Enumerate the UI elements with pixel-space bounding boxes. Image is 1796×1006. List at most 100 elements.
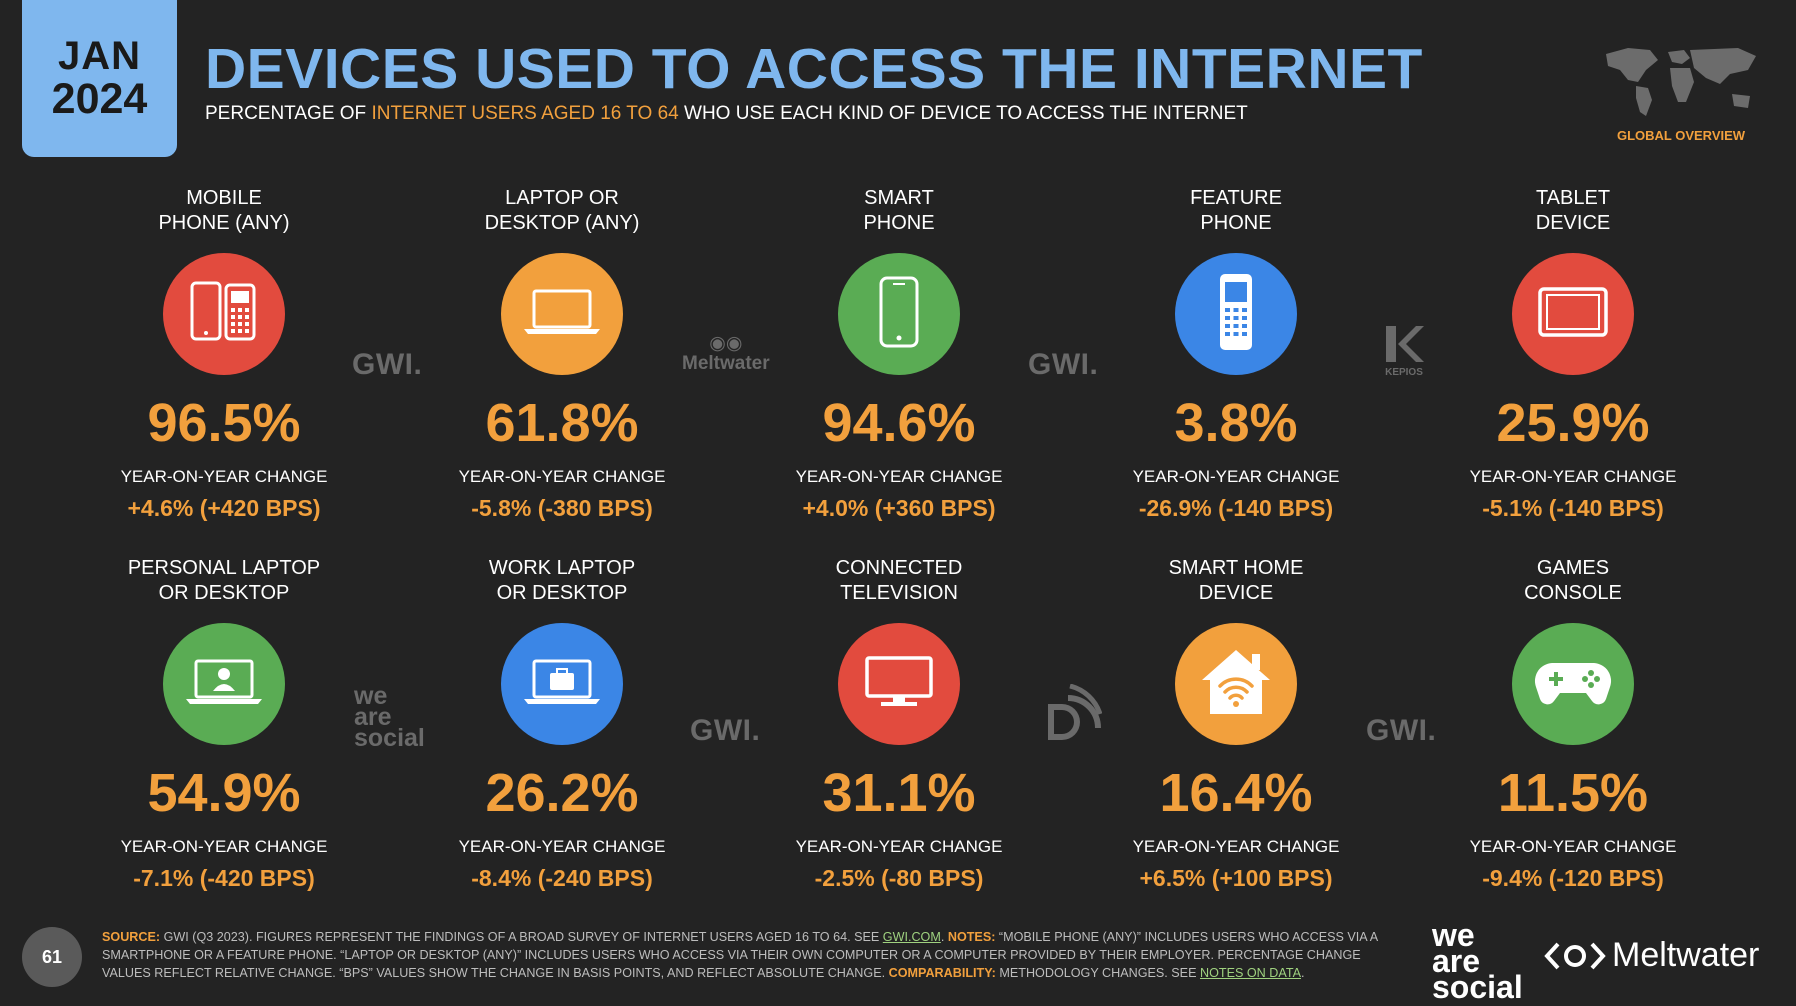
device-percentage: 61.8%	[485, 393, 639, 453]
datareportal-watermark-icon	[1048, 684, 1102, 740]
device-label: MOBILE PHONE (ANY)	[158, 187, 290, 234]
subtitle-post: WHO USE EACH KIND OF DEVICE TO ACCESS TH…	[684, 103, 1248, 124]
yoy-change: -7.1% (-420 BPS)	[133, 865, 315, 891]
device-percentage: 54.9%	[147, 763, 301, 823]
device-icon-circle	[838, 623, 960, 745]
comparability-text: METHODOLOGY CHANGES. SEE	[999, 966, 1197, 980]
page-title: DEVICES USED TO ACCESS THE INTERNET	[205, 37, 1423, 101]
device-percentage: 94.6%	[822, 393, 976, 453]
yoy-change: +4.0% (+360 BPS)	[802, 495, 996, 521]
device-card: PERSONAL LAPTOP OR DESKTOP 54.9% YEAR-ON-Y…	[74, 554, 374, 892]
device-label: WORK LAPTOP OR DESKTOP	[488, 557, 636, 604]
was-watermark-we: we	[354, 682, 388, 710]
meltwater-watermark-text: Meltwater	[682, 353, 770, 374]
source-notes: SOURCE: GWI (Q3 2023). FIGURES REPRESENT…	[102, 930, 1378, 980]
laptop-icon	[522, 287, 602, 342]
personal-laptop-icon	[184, 657, 264, 712]
meltwater-watermark-icon: ◉◉	[709, 333, 743, 354]
device-percentage: 16.4%	[1159, 763, 1313, 823]
device-percentage: 96.5%	[147, 393, 301, 453]
device-icon-circle	[838, 253, 960, 375]
device-percentage: 31.1%	[822, 763, 976, 823]
global-overview-label: GLOBAL OVERVIEW	[1616, 128, 1746, 143]
device-card: TABLET DEVICE 25.9% YEAR-ON-YEAR CHANGE -5.…	[1423, 184, 1723, 522]
device-icon-circle	[501, 623, 623, 745]
yoy-change: -5.8% (-380 BPS)	[471, 495, 653, 521]
smart-home-icon	[1198, 646, 1274, 723]
date-year: 2024	[51, 75, 148, 123]
yoy-label: YEAR-ON-YEAR CHANGE	[458, 467, 666, 486]
yoy-label: YEAR-ON-YEAR CHANGE	[120, 467, 328, 486]
yoy-label: YEAR-ON-YEAR CHANGE	[120, 837, 328, 856]
meltwater-logo-text: Meltwater	[1612, 936, 1760, 974]
page-number: 61	[22, 927, 82, 987]
device-label: SMART HOME DEVICE	[1168, 557, 1304, 604]
notes-key: NOTES:	[947, 930, 996, 944]
yoy-change: -5.1% (-140 BPS)	[1482, 495, 1664, 521]
world-map-icon	[1606, 48, 1756, 116]
gwi-watermark: GWI.	[1366, 714, 1437, 747]
source-link[interactable]: GWI.COM	[882, 930, 941, 944]
tablet-icon	[1537, 286, 1609, 343]
device-card: SMART PHONE 94.6% YEAR-ON-YEAR CHANGE +4.0%…	[749, 184, 1049, 522]
was-watermark-are: are	[354, 703, 392, 731]
device-label: CONNECTED TELEVISION	[835, 557, 963, 604]
yoy-change: -2.5% (-80 BPS)	[814, 865, 984, 891]
meltwater-logo: Meltwater	[1544, 936, 1759, 975]
comparability-key: COMPARABILITY:	[888, 966, 996, 980]
device-percentage: 26.2%	[485, 763, 639, 823]
device-percentage: 3.8%	[1174, 393, 1298, 453]
yoy-label: YEAR-ON-YEAR CHANGE	[1132, 467, 1340, 486]
subtitle-highlight: INTERNET USERS AGED 16 TO 64	[371, 103, 679, 124]
was-watermark-social: social	[354, 724, 425, 752]
device-card: LAPTOP OR DESKTOP (ANY) 61.8% YEAR-ON-YEAR…	[412, 184, 712, 522]
we-are-social-logo: we are social	[1432, 917, 1523, 1005]
yoy-label: YEAR-ON-YEAR CHANGE	[795, 467, 1003, 486]
device-icon-circle	[1175, 253, 1297, 375]
work-laptop-icon	[522, 657, 602, 712]
notes-on-data-link[interactable]: NOTES ON DATA	[1199, 966, 1301, 980]
yoy-label: YEAR-ON-YEAR CHANGE	[1469, 837, 1677, 856]
device-label: PERSONAL LAPTOP OR DESKTOP	[127, 557, 321, 604]
yoy-label: YEAR-ON-YEAR CHANGE	[1132, 837, 1340, 856]
kepios-logo-icon	[1386, 326, 1424, 362]
yoy-label: YEAR-ON-YEAR CHANGE	[1469, 467, 1677, 486]
device-icon-circle	[1512, 253, 1634, 375]
we-are-social-watermark: we are social	[354, 682, 425, 752]
meltwater-logo-icon	[1544, 942, 1606, 969]
device-icon-circle	[163, 623, 285, 745]
was-logo-are: are	[1432, 943, 1481, 979]
kepios-watermark: KEPIOS	[1382, 324, 1426, 378]
page-subtitle: PERCENTAGE OF INTERNET USERS AGED 16 TO …	[205, 103, 1248, 125]
device-label: FEATURE PHONE	[1190, 187, 1282, 234]
yoy-change: -26.9% (-140 BPS)	[1138, 495, 1334, 521]
source-key: SOURCE:	[102, 930, 161, 944]
date-month: JAN	[57, 34, 142, 78]
device-label: LAPTOP OR DESKTOP (ANY)	[484, 187, 640, 234]
device-card: MOBILE PHONE (ANY) 96.5% YEAR-ON-YEAR CHAN…	[74, 184, 374, 522]
feature-phone-icon	[1216, 272, 1256, 357]
device-percentage: 11.5%	[1497, 763, 1649, 823]
gwi-watermark: GWI.	[690, 714, 761, 747]
device-label: SMART PHONE	[863, 187, 935, 234]
was-logo-we: we	[1432, 917, 1475, 953]
device-card: CONNECTED TELEVISION 31.1% YEAR-ON-YEAR CH…	[749, 554, 1049, 892]
device-icon-circle	[1512, 623, 1634, 745]
meltwater-watermark: ◉◉ Meltwater	[682, 334, 770, 374]
yoy-label: YEAR-ON-YEAR CHANGE	[458, 837, 666, 856]
device-icon-circle	[1175, 623, 1297, 745]
was-logo-social: social	[1432, 969, 1523, 1005]
device-card: FEATURE PHONE 3.8% YEAR-ON-YEAR CHANGE -26.…	[1086, 184, 1386, 522]
device-label: GAMES CONSOLE	[1524, 557, 1622, 604]
television-icon	[863, 654, 935, 715]
gwi-watermark: GWI.	[352, 348, 423, 381]
yoy-change: -8.4% (-240 BPS)	[471, 865, 653, 891]
yoy-change: -9.4% (-120 BPS)	[1482, 865, 1664, 891]
smartphone-icon	[877, 276, 921, 353]
source-text: GWI (Q3 2023). FIGURES REPRESENT THE FIN…	[163, 930, 880, 944]
device-card: WORK LAPTOP OR DESKTOP 26.2% YEAR-ON-YEAR …	[412, 554, 712, 892]
date-badge: JAN 2024	[22, 0, 177, 157]
device-card: GAMES CONSOLE 11.5% YEAR-ON-YEAR CHANGE -9.…	[1423, 554, 1723, 892]
notes-text: “MOBILE PHONE (ANY)” INCLUDES USERS WHO …	[102, 930, 1378, 980]
mobile-phones-icon	[188, 281, 260, 348]
